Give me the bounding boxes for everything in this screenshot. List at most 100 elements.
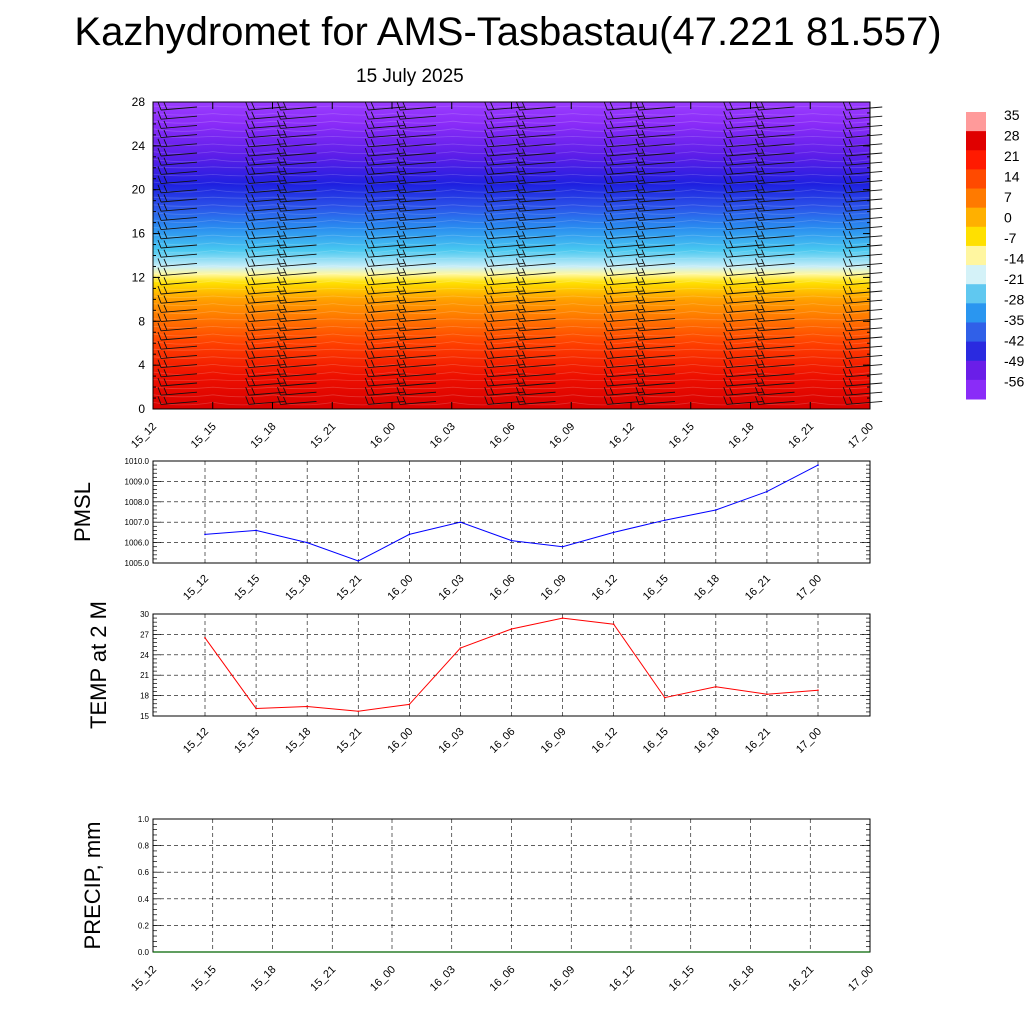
y-axis-label: TEMP at 2 M: [86, 601, 111, 729]
wind-barb: [364, 350, 405, 359]
contour-line: [152, 196, 874, 199]
wind-barb: [396, 129, 437, 139]
data-point: [817, 464, 819, 466]
wind-barb: [603, 331, 644, 341]
wind-barb: [635, 322, 676, 332]
wind-barb: [245, 396, 285, 405]
x-tick-label: 15_12: [181, 726, 211, 756]
wind-barb: [635, 341, 676, 350]
wind-barb: [603, 387, 644, 396]
wind-barb: [723, 350, 763, 359]
wind-barb: [364, 221, 405, 231]
wind-barb: [364, 258, 405, 267]
wind-barb: [516, 359, 556, 369]
wind-barb: [516, 387, 556, 396]
wind-barb: [396, 331, 437, 341]
wind-barb: [755, 350, 795, 359]
wind-barb: [396, 313, 437, 323]
x-tick-label: 17_00: [846, 421, 876, 451]
temp-chart: 15 18 21 24 27 30 15_12 15_15 15_18 15_21 16_00 16_…: [86, 601, 871, 756]
wind-barb: [842, 221, 883, 231]
wind-barb: [516, 203, 556, 212]
y-tick-label: 0: [138, 402, 145, 416]
wind-barb: [755, 230, 795, 240]
wind-barb: [755, 313, 795, 323]
wind-barb: [396, 359, 437, 369]
wind-barb: [364, 267, 405, 277]
wind-barb: [723, 120, 763, 129]
colorbar-segment: [966, 169, 986, 190]
wind-barb: [245, 387, 285, 396]
contour-line: [152, 189, 874, 193]
x-tick-label: 16_12: [590, 573, 620, 603]
wind-barb: [484, 129, 524, 139]
wind-barb: [842, 239, 883, 249]
wind-barb: [723, 322, 763, 332]
wind-barb: [157, 322, 198, 332]
wind-barb: [396, 295, 437, 304]
x-tick-label: 15_18: [283, 726, 313, 756]
y-tick-label: 20: [132, 183, 146, 197]
wind-barb: [364, 175, 405, 185]
x-tick-label: 16_06: [488, 726, 518, 756]
wind-barb: [277, 258, 317, 267]
wind-barb: [842, 147, 883, 157]
wind-barb: [157, 285, 198, 295]
y-tick-label: 1008.0: [125, 498, 150, 507]
x-tick-label: 16_18: [692, 573, 722, 603]
x-tick-label: 16_15: [667, 964, 697, 994]
data-point: [306, 541, 308, 544]
x-tick-label: 16_21: [786, 964, 816, 994]
wind-barb: [603, 120, 644, 129]
wind-barb: [277, 203, 317, 212]
wind-barb: [245, 249, 285, 258]
wind-barb: [635, 147, 676, 157]
wind-barb: [842, 313, 883, 323]
date-subtitle: 15 July 2025: [356, 66, 464, 87]
wind-barb: [277, 212, 317, 221]
wind-barb: [157, 203, 198, 212]
wind-barb: [635, 304, 676, 313]
wind-barb: [516, 304, 556, 313]
wind-barb: [755, 396, 795, 405]
wind-barb: [603, 157, 644, 166]
wind-barb: [245, 193, 285, 203]
x-tick-label: 16_12: [607, 964, 637, 994]
wind-barb: [603, 341, 644, 350]
x-tick-label: 16_03: [428, 964, 458, 994]
wind-barb: [277, 322, 317, 332]
wind-barb: [157, 267, 198, 277]
wind-barb: [755, 285, 795, 295]
wind-barb: [755, 147, 795, 157]
x-tick-label: 15_15: [189, 421, 219, 451]
wind-barb: [635, 193, 676, 203]
wind-barb: [635, 295, 676, 304]
data-point: [510, 628, 513, 630]
contour-line: [152, 219, 874, 223]
wind-barb: [364, 147, 405, 157]
colorbar-label: 0: [1004, 210, 1012, 226]
wind-barb: [277, 157, 317, 166]
data-point: [715, 509, 717, 511]
x-tick-label: 16_00: [385, 573, 415, 603]
wind-barb: [842, 175, 883, 185]
wind-barb: [635, 184, 676, 194]
wind-barb: [603, 203, 644, 212]
wind-barb: [157, 368, 198, 378]
wind-barb: [364, 239, 405, 249]
wind-barb: [603, 350, 644, 359]
wind-barb: [603, 166, 644, 175]
data-point: [459, 647, 462, 649]
wind-barb: [516, 331, 556, 341]
wind-barb: [277, 295, 317, 304]
wind-barb: [245, 175, 285, 185]
wind-barb: [157, 111, 198, 120]
wind-barb: [484, 184, 524, 194]
wind-barb: [245, 147, 285, 157]
x-tick-label: 15_21: [308, 421, 338, 451]
wind-barb: [635, 221, 676, 231]
wind-barb: [157, 120, 198, 129]
data-point: [204, 533, 206, 536]
y-axis-label: PRECIP, mm: [80, 822, 105, 950]
wind-barb: [603, 212, 644, 221]
